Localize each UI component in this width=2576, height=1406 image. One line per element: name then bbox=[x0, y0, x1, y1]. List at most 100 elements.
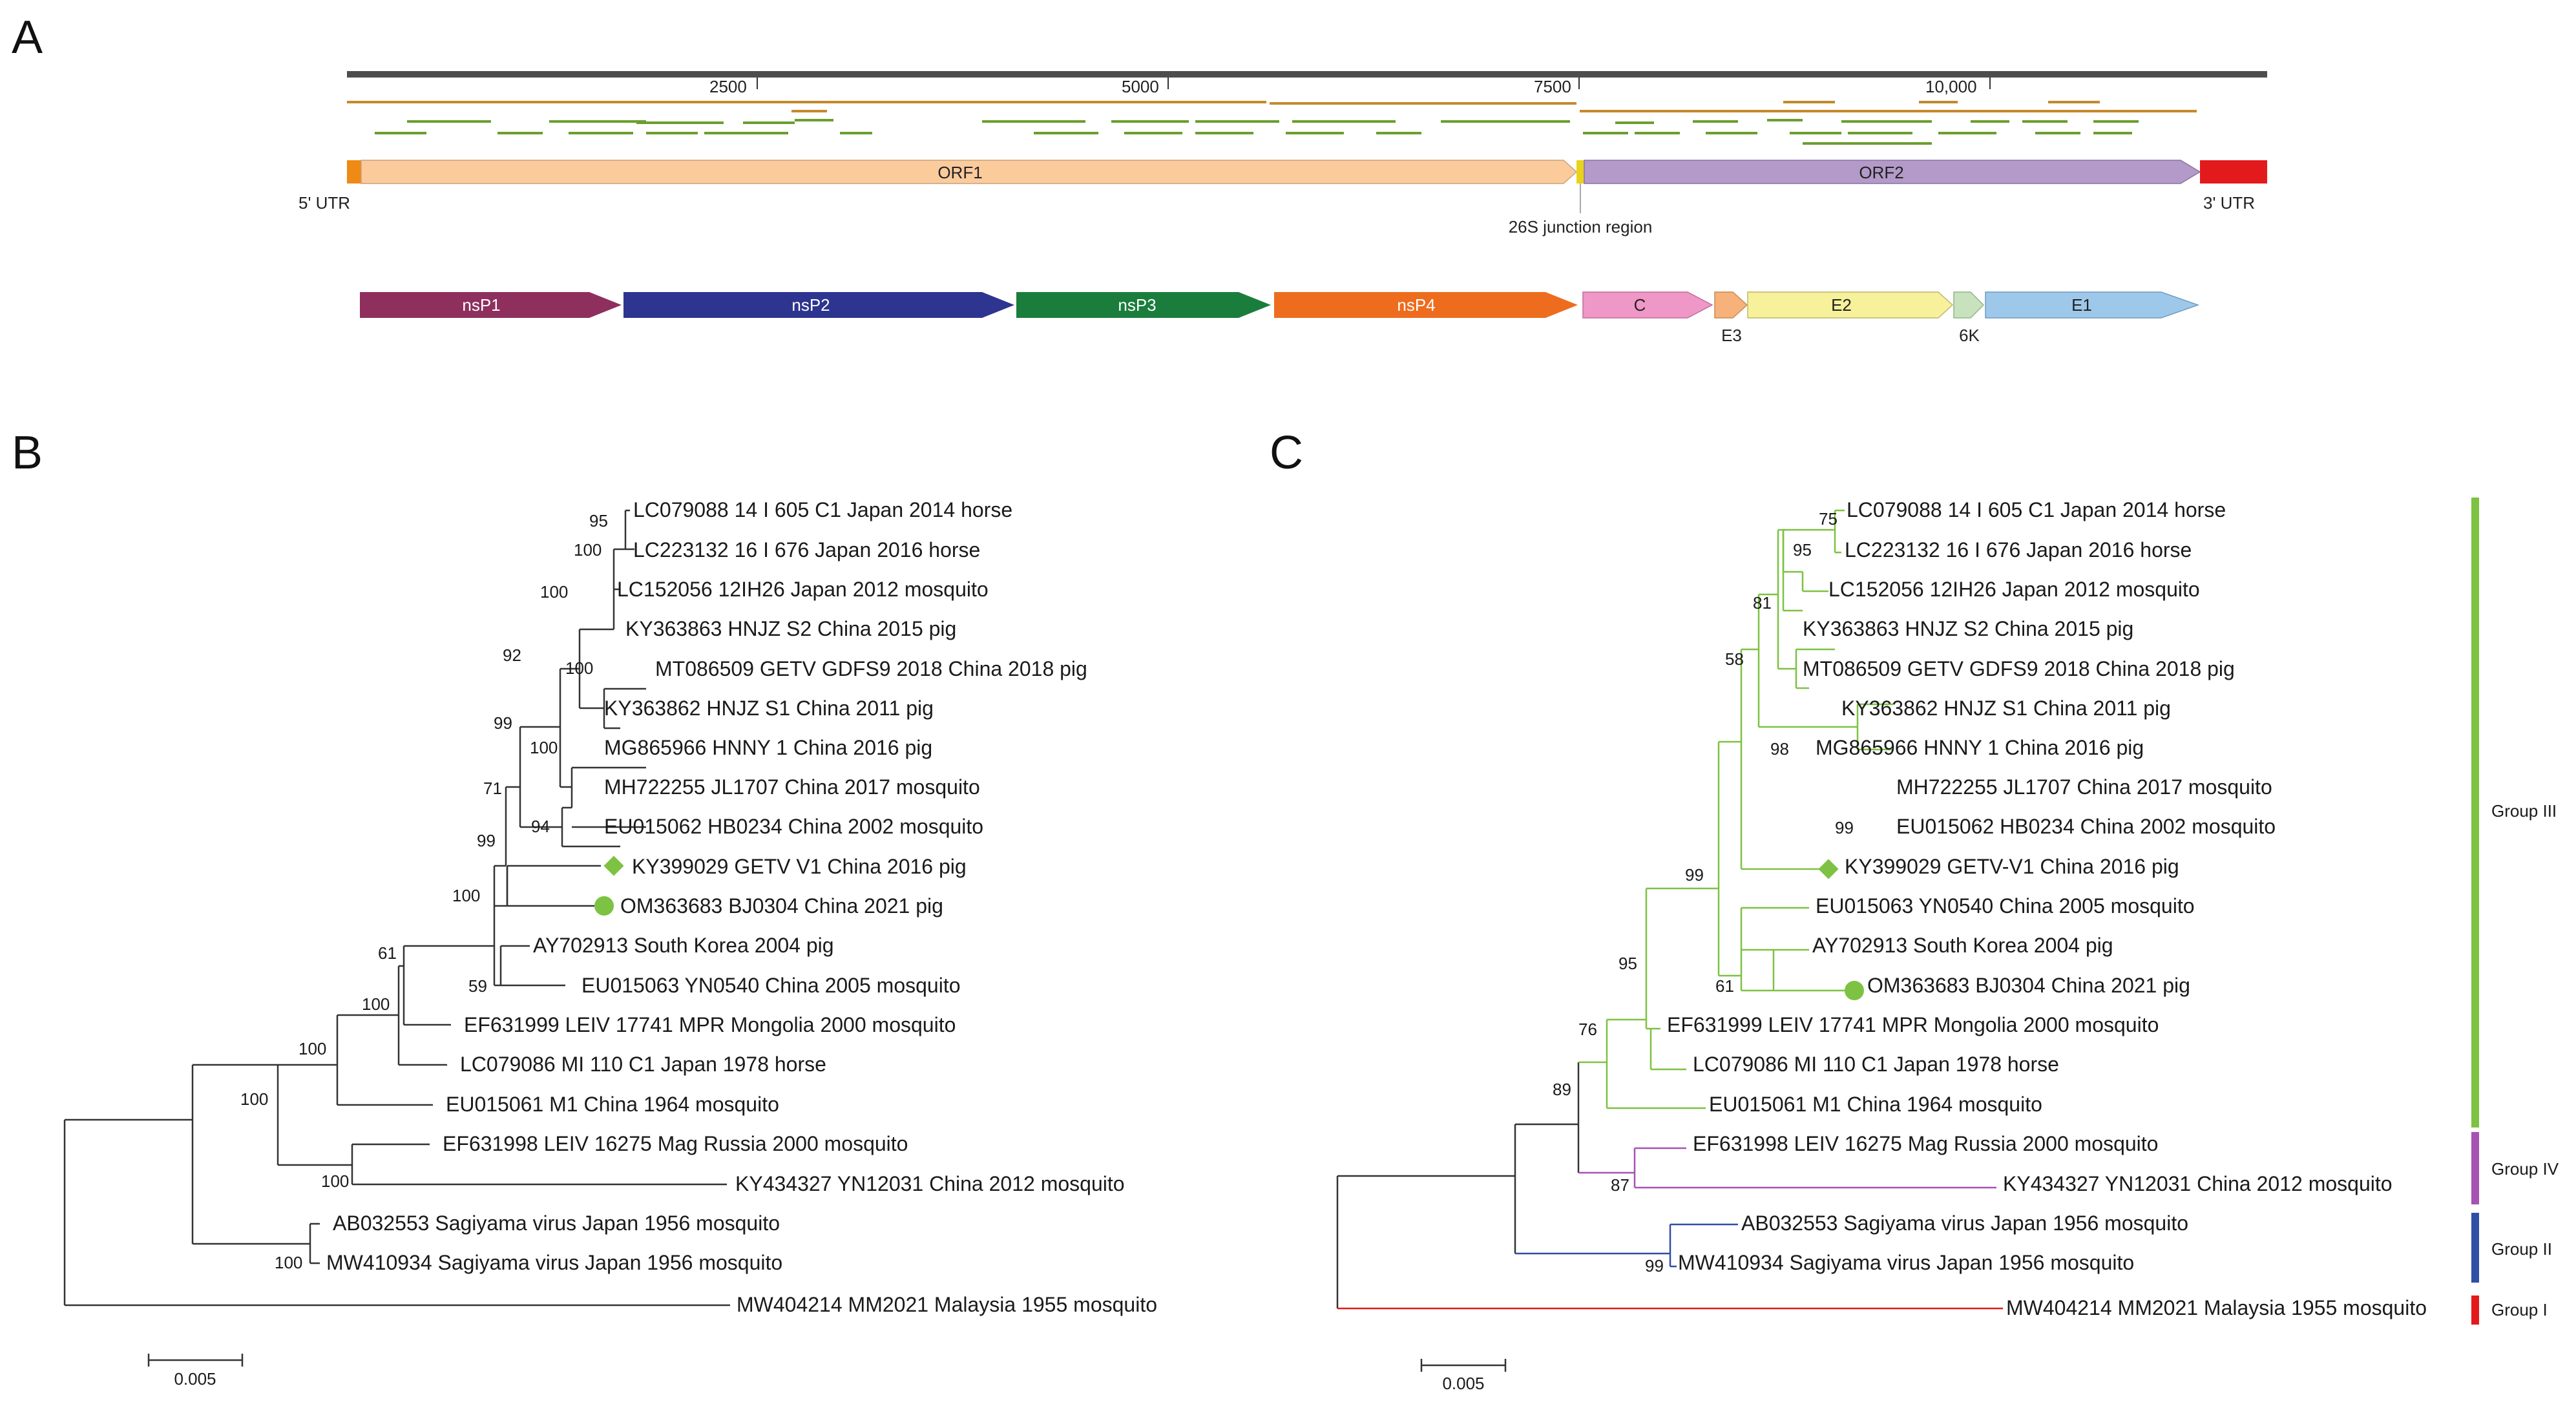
bootstrap-value: 95 bbox=[1793, 540, 1812, 560]
tree-c-markers bbox=[1818, 859, 1864, 1000]
tree-c-leaf: MW410934 Sagiyama virus Japan 1956 mosqu… bbox=[1678, 1251, 2134, 1274]
tree-b-leaf: EF631998 LEIV 16275 Mag Russia 2000 mosq… bbox=[443, 1132, 908, 1155]
tree-b-leaf: KY434327 YN12031 China 2012 mosquito bbox=[735, 1172, 1125, 1195]
panel-label-a: A bbox=[12, 12, 43, 63]
tree-c-leaf-labels: LC079088 14 I 605 C1 Japan 2014 horse LC… bbox=[1667, 498, 2427, 1319]
bootstrap-value: 100 bbox=[574, 540, 602, 560]
bootstrap-value: 100 bbox=[321, 1171, 349, 1191]
tree-c-scale-bar: 0.005 bbox=[1420, 1359, 1507, 1393]
tree-b-leaf: OM363683 BJ0304 China 2021 pig bbox=[620, 894, 943, 918]
bootstrap-value: 94 bbox=[531, 817, 550, 836]
group-bars: Group III Group IV Group II Group I bbox=[2471, 498, 2559, 1325]
utr5-label: 5' UTR bbox=[298, 193, 350, 213]
bootstrap-value: 99 bbox=[477, 831, 496, 850]
nsp4-arrow bbox=[1274, 292, 1578, 318]
nsp1-arrow bbox=[360, 292, 622, 318]
bootstrap-value: 100 bbox=[565, 658, 593, 678]
tree-c-leaf: LC079086 MI 110 C1 Japan 1978 horse bbox=[1693, 1053, 2059, 1076]
orf2-arrow bbox=[1584, 160, 2201, 184]
ruler-tick-7500: 7500 bbox=[1534, 77, 1571, 96]
nsp1-label: nsP1 bbox=[462, 295, 500, 315]
nsp2-label: nsP2 bbox=[791, 295, 830, 315]
bootstrap-value: 100 bbox=[540, 582, 568, 602]
tree-c-leaf: KY363862 HNJZ S1 China 2011 pig bbox=[1841, 697, 2171, 720]
bootstrap-value: 100 bbox=[275, 1253, 302, 1272]
tree-b-leaf: MG865966 HNNY 1 China 2016 pig bbox=[604, 736, 932, 759]
group-bar-i bbox=[2471, 1296, 2479, 1325]
tree-b-leaf: MT086509 GETV GDFS9 2018 China 2018 pig bbox=[655, 657, 1087, 680]
tree-b bbox=[63, 509, 730, 1306]
bootstrap-value: 59 bbox=[468, 976, 487, 996]
circle-marker-icon bbox=[594, 896, 614, 916]
group-label-ii: Group II bbox=[2491, 1239, 2552, 1259]
tree-b-leaf: MH722255 JL1707 China 2017 mosquito bbox=[604, 775, 980, 799]
e1-label: E1 bbox=[2071, 295, 2092, 315]
capsid-arrow bbox=[1582, 291, 1713, 319]
scale-bar-label: 0.005 bbox=[174, 1369, 216, 1389]
tree-b-leaf: KY363862 HNJZ S1 China 2011 pig bbox=[604, 697, 934, 720]
e3-label: E3 bbox=[1721, 326, 1742, 345]
tree-c-leaf: AB032553 Sagiyama virus Japan 1956 mosqu… bbox=[1741, 1212, 2188, 1235]
bootstrap-value: 100 bbox=[298, 1039, 326, 1058]
e3-arrow bbox=[1714, 291, 1748, 319]
bootstrap-value: 99 bbox=[1645, 1256, 1664, 1275]
junction-label: 26S junction region bbox=[1509, 217, 1653, 236]
group-bar-iii bbox=[2471, 498, 2479, 1128]
tree-b-leaf: EU015063 YN0540 China 2005 mosquito bbox=[581, 974, 961, 997]
group-label-iii: Group III bbox=[2491, 801, 2557, 821]
tree-c-bootstraps: 75 95 81 58 98 99 99 61 95 76 89 87 99 bbox=[1553, 509, 1854, 1275]
bootstrap-value: 76 bbox=[1578, 1020, 1597, 1039]
group-bar-ii bbox=[2471, 1213, 2479, 1283]
ruler-tick-2500: 2500 bbox=[709, 77, 747, 96]
circle-marker-icon bbox=[1845, 981, 1864, 1000]
utr3-label: 3' UTR bbox=[2203, 193, 2255, 213]
utr3-block bbox=[2200, 160, 2267, 184]
tree-b-leaf: LC079086 MI 110 C1 Japan 1978 horse bbox=[460, 1053, 826, 1076]
nsp4-label: nsP4 bbox=[1397, 295, 1435, 315]
tree-c-leaf: MH722255 JL1707 China 2017 mosquito bbox=[1896, 775, 2272, 799]
diamond-marker-icon bbox=[603, 855, 624, 876]
e2-arrow bbox=[1747, 291, 1954, 319]
tree-b-leaf: AY702913 South Korea 2004 pig bbox=[533, 934, 834, 957]
group-label-i: Group I bbox=[2491, 1300, 2548, 1319]
tree-b-leaf: LC223132 16 I 676 Japan 2016 horse bbox=[633, 538, 980, 561]
bootstrap-value: 99 bbox=[1835, 818, 1854, 837]
bootstrap-value: 71 bbox=[483, 779, 502, 798]
orf2-label: ORF2 bbox=[1859, 163, 1903, 182]
tree-c-leaf: LC223132 16 I 676 Japan 2016 horse bbox=[1845, 538, 2192, 561]
tree-b-scale-bar: 0.005 bbox=[147, 1354, 244, 1389]
bootstrap-value: 95 bbox=[1618, 954, 1637, 973]
tree-b-leaf: KY363863 HNJZ S2 China 2015 pig bbox=[625, 617, 956, 640]
nsp3-arrow bbox=[1016, 292, 1271, 318]
genome-map: 2500 5000 7500 10,000 bbox=[298, 71, 2267, 345]
bootstrap-value: 87 bbox=[1611, 1175, 1629, 1195]
group-bar-iv bbox=[2471, 1132, 2479, 1204]
tree-c-leaf: EU015061 M1 China 1964 mosquito bbox=[1709, 1093, 2042, 1116]
bootstrap-value: 100 bbox=[240, 1089, 268, 1109]
tree-b-leaf: EU015062 HB0234 China 2002 mosquito bbox=[604, 815, 983, 838]
panel-label-b: B bbox=[12, 427, 43, 479]
bootstrap-value: 98 bbox=[1770, 739, 1789, 759]
tree-c-leaf: OM363683 BJ0304 China 2021 pig bbox=[1867, 974, 2190, 997]
panel-label-c: C bbox=[1270, 427, 1303, 479]
e1-arrow bbox=[1985, 291, 2200, 319]
tree-b-leaf: LC079088 14 I 605 C1 Japan 2014 horse bbox=[633, 498, 1012, 521]
tree-c-leaf: EU015062 HB0234 China 2002 mosquito bbox=[1896, 815, 2276, 838]
tree-c-leaf: KY399029 GETV-V1 China 2016 pig bbox=[1845, 855, 2179, 878]
tree-c-leaf: KY434327 YN12031 China 2012 mosquito bbox=[2003, 1172, 2393, 1195]
bootstrap-value: 99 bbox=[494, 713, 512, 733]
junction-block bbox=[1576, 160, 1584, 184]
tree-c-leaf: LC152056 12IH26 Japan 2012 mosquito bbox=[1828, 578, 2200, 601]
orf1-arrow bbox=[361, 160, 1578, 184]
bootstrap-value: 89 bbox=[1553, 1080, 1571, 1099]
tree-b-leaf: KY399029 GETV V1 China 2016 pig bbox=[632, 855, 967, 878]
tree-c-leaf: MW404214 MM2021 Malaysia 1955 mosquito bbox=[2006, 1296, 2427, 1319]
bootstrap-value: 99 bbox=[1685, 865, 1704, 885]
nsp3-label: nsP3 bbox=[1118, 295, 1156, 315]
bootstrap-value: 100 bbox=[452, 886, 480, 905]
orf1-label: ORF1 bbox=[937, 163, 982, 182]
bootstrap-value: 100 bbox=[530, 738, 558, 757]
tree-c-leaf: EF631998 LEIV 16275 Mag Russia 2000 mosq… bbox=[1693, 1132, 2158, 1155]
bootstrap-value: 81 bbox=[1753, 593, 1772, 613]
